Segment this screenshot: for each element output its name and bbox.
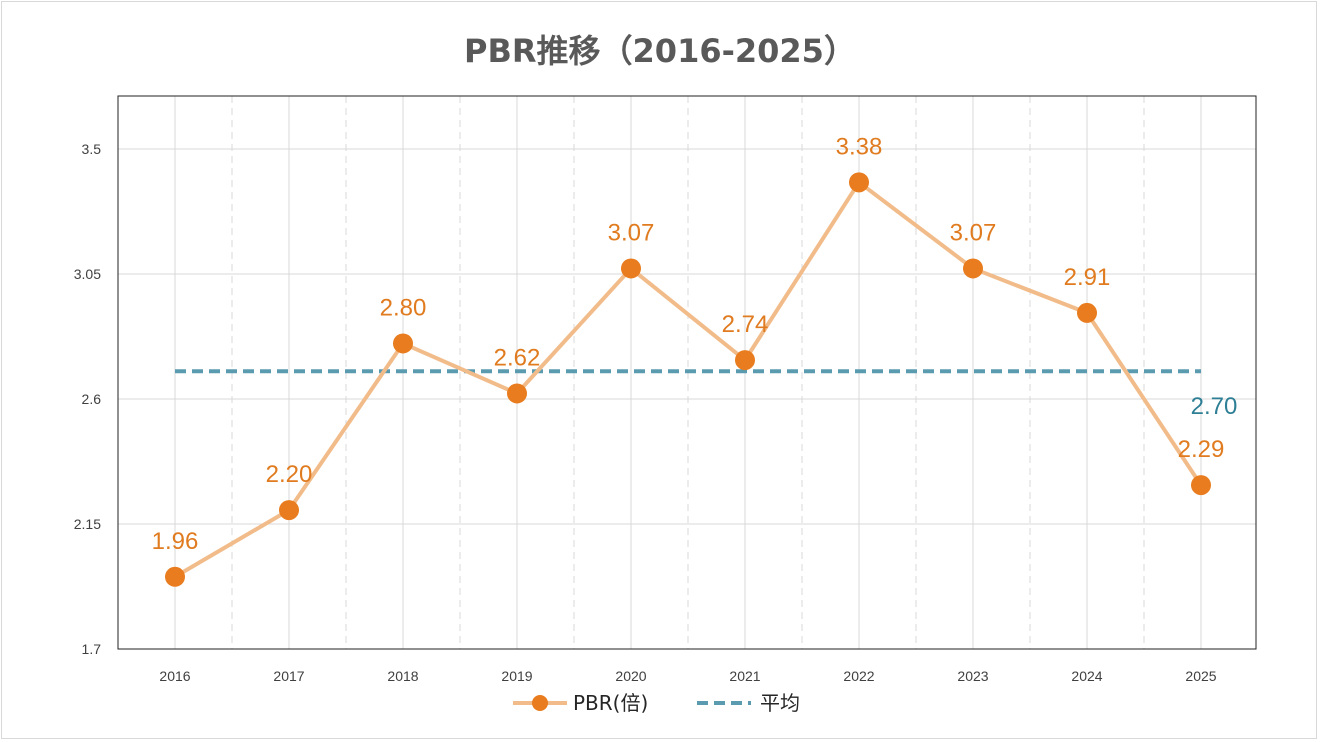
- y-tick-label: 2.15: [74, 516, 101, 532]
- pbr-point: [165, 566, 185, 587]
- pbr-point: [621, 258, 641, 279]
- pbr-data-label: 1.96: [152, 528, 199, 555]
- pbr-data-label: 3.07: [950, 219, 997, 246]
- pbr-data-label: 3.07: [608, 219, 655, 246]
- pbr-data-label: 2.62: [494, 344, 541, 371]
- y-tick-label: 1.7: [82, 641, 102, 657]
- x-tick-label: 2022: [843, 668, 874, 684]
- x-tick-label: 2025: [1185, 668, 1216, 684]
- pbr-point: [1077, 302, 1097, 323]
- data-labels: 1.96 2.20 2.80 2.62 3.07 2.74 3.38 3.07 2.91 2.29: [152, 133, 1225, 554]
- y-tick-label: 2.6: [82, 391, 102, 407]
- x-tick-label: 2018: [387, 668, 418, 684]
- x-tick-label: 2019: [501, 668, 532, 684]
- y-tick-label: 3.05: [74, 266, 101, 282]
- average-series: 2.70: [175, 369, 1238, 420]
- x-tick-label: 2016: [159, 668, 190, 684]
- pbr-point: [849, 172, 869, 193]
- chart-title: PBR推移（2016-2025）: [464, 32, 856, 70]
- pbr-point: [507, 383, 527, 404]
- x-tick-label: 2024: [1071, 668, 1102, 684]
- pbr-point: [963, 258, 983, 279]
- legend-pbr-marker: [532, 695, 548, 711]
- average-value-label: 2.70: [1191, 393, 1238, 420]
- pbr-data-label: 2.91: [1064, 264, 1111, 291]
- x-tick-label: 2021: [729, 668, 760, 684]
- y-tick-label: 3.5: [82, 141, 102, 157]
- pbr-data-label: 2.74: [722, 311, 769, 338]
- legend: PBR(倍) 平均: [513, 691, 800, 715]
- pbr-line: [173, 180, 1203, 579]
- pbr-point: [279, 500, 299, 521]
- x-tick-label: 2020: [615, 668, 646, 684]
- pbr-point: [1191, 475, 1211, 496]
- x-axis-ticks: 2016 2017 2018 2019 2020 2021 2022 2023 2024 2025: [159, 668, 1216, 684]
- legend-pbr-label: PBR(倍): [573, 691, 648, 715]
- pbr-series: [165, 172, 1211, 587]
- x-tick-label: 2023: [957, 668, 988, 684]
- pbr-data-label: 2.29: [1178, 436, 1225, 463]
- pbr-point: [735, 350, 755, 371]
- pbr-data-label: 2.80: [380, 294, 427, 321]
- plot-area-border: [117, 95, 1257, 650]
- pbr-data-label: 3.38: [836, 133, 883, 160]
- legend-average-label: 平均: [760, 691, 800, 715]
- y-axis-ticks: 1.7 2.15 2.6 3.05 3.5: [74, 141, 101, 657]
- pbr-point: [393, 333, 413, 354]
- x-tick-label: 2017: [273, 668, 304, 684]
- pbr-data-label: 2.20: [266, 461, 313, 488]
